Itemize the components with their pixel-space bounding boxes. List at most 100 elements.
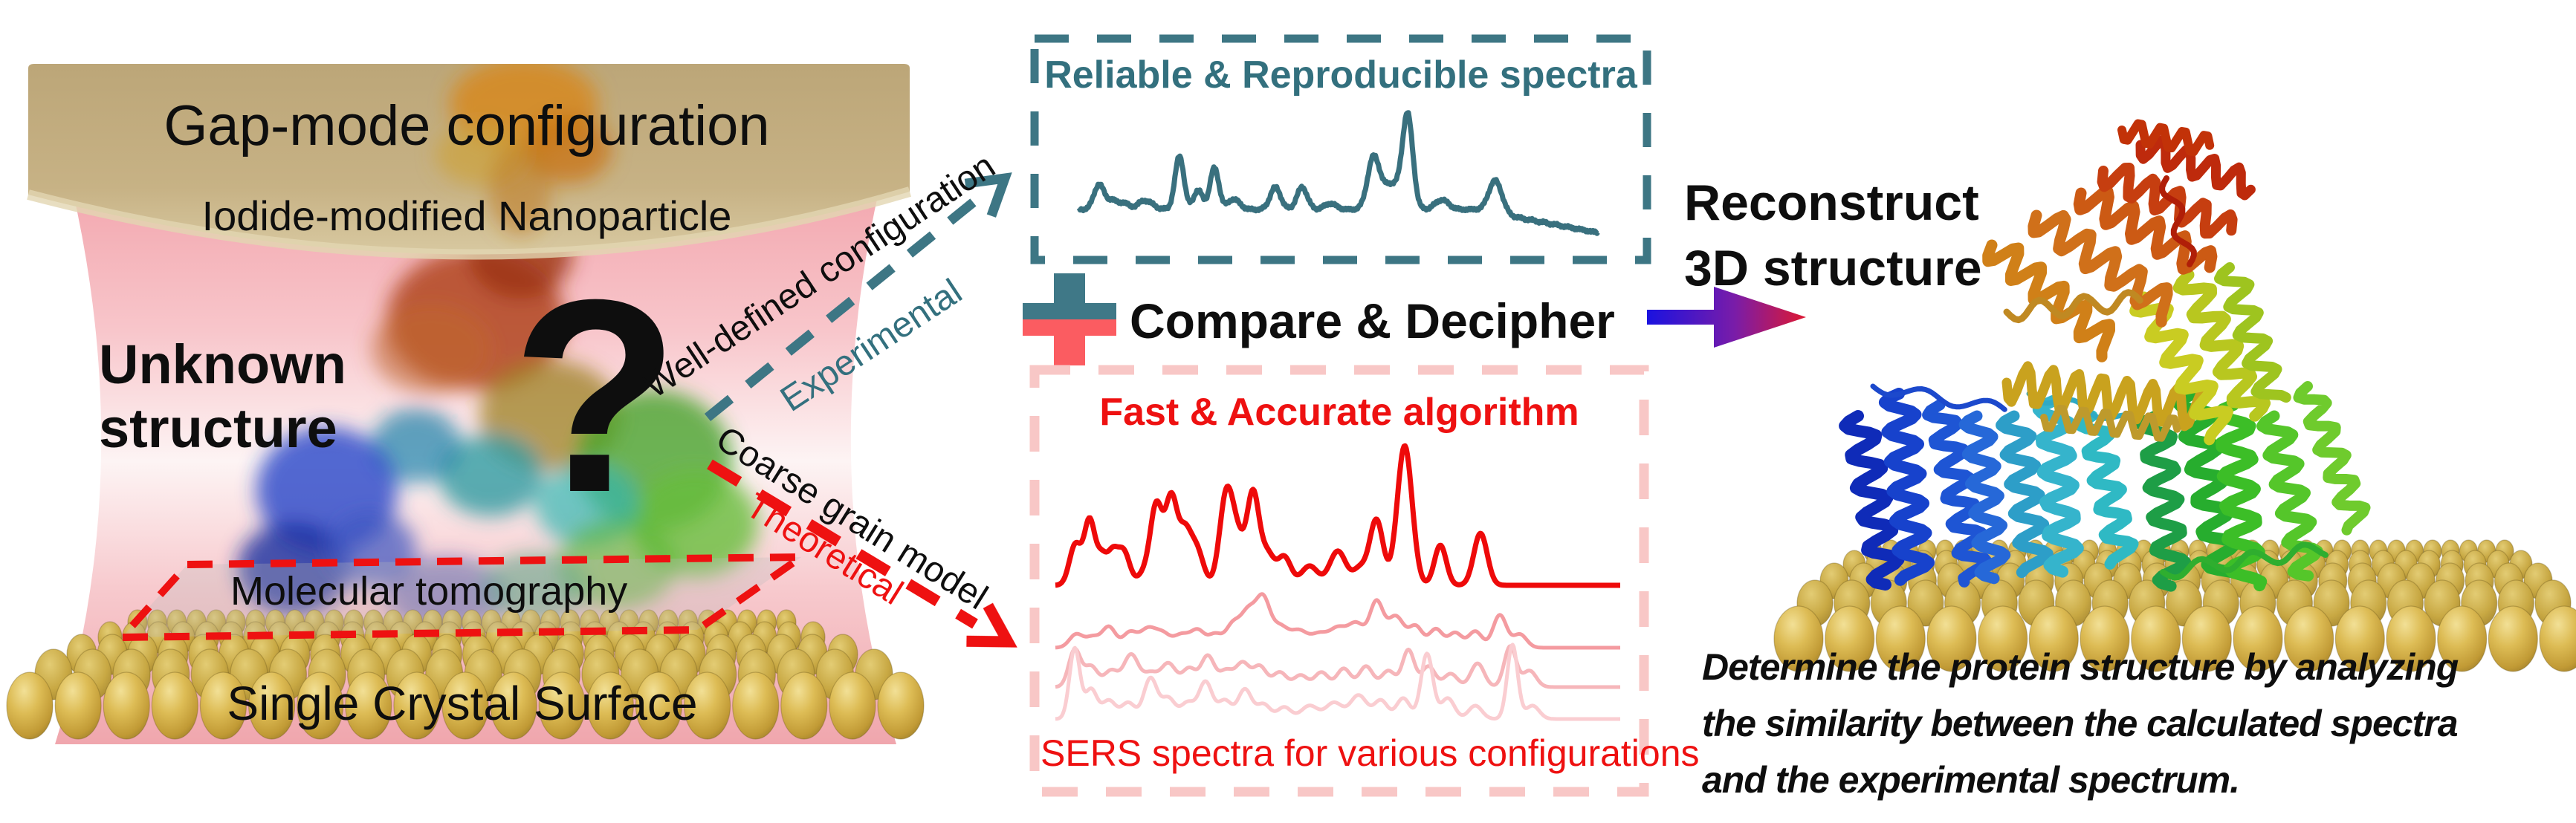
ribbon-helix — [2032, 395, 2084, 578]
ribbon-helix — [1982, 239, 2115, 362]
nanoparticle-dome-rim — [27, 186, 911, 260]
gold-atom — [2437, 605, 2488, 672]
ribbon-helix — [2172, 269, 2271, 422]
ribbon-helix — [1878, 388, 1935, 586]
ribbon-helix — [1996, 410, 2054, 579]
tomography-plane — [113, 553, 814, 642]
ribbon-helix — [2040, 404, 2181, 442]
gold-atom — [490, 671, 537, 740]
blur-blob — [489, 143, 551, 235]
unknown-structure-label-line1: Unknown — [99, 334, 346, 395]
gold-atom — [732, 671, 780, 740]
ribbon-helix — [2001, 361, 2205, 432]
ribbon-helix — [1870, 383, 2007, 412]
experimental-sers-spectrum — [1076, 110, 1600, 236]
calculated-spectrum-4 — [1055, 643, 1621, 721]
blur-blob — [525, 114, 612, 183]
theoretical-arrow — [707, 459, 1017, 648]
blur-blob — [238, 522, 349, 614]
ribbon-helix — [2075, 410, 2139, 570]
ribbon-helix — [2212, 399, 2268, 592]
experimental-box-title: Reliable & Reproducible spectra — [1044, 53, 1637, 97]
theoretical-spectra-box — [1029, 365, 1649, 797]
reconstruct-arrow — [1647, 287, 1806, 348]
gold-atom — [780, 671, 828, 740]
ribbon-helix — [2160, 541, 2329, 581]
gold-atom — [586, 671, 634, 740]
gold-atom — [2539, 605, 2576, 672]
gold-atom — [683, 671, 731, 740]
gold-atom — [199, 671, 247, 740]
gold-atom — [393, 671, 441, 740]
gold-atom — [248, 671, 296, 740]
conclusion-caption-line1: Determine the protein structure by analy… — [1702, 646, 2459, 688]
ribbon-helix — [1958, 410, 2011, 585]
reconstruct-label-line2: 3D structure — [1684, 240, 1982, 296]
conclusion-caption-line3: and the experimental spectrum. — [1702, 759, 2240, 801]
gap-mode-title: Gap-mode configuration — [164, 94, 770, 157]
gold-atom — [151, 671, 198, 740]
ribbon-helix — [2073, 186, 2218, 275]
theoretical-arrow-line — [707, 459, 978, 629]
question-mark: ? — [511, 243, 680, 550]
gold-atom — [345, 671, 392, 740]
gold-atom — [1926, 605, 1977, 672]
reconstruct-arrowhead-icon — [1714, 287, 1806, 348]
gold-atom — [2284, 605, 2334, 672]
gold-atom — [2028, 605, 2079, 672]
ribbon-helix — [1839, 410, 1905, 591]
gold-atom — [2386, 605, 2436, 672]
gold-atom — [54, 671, 102, 740]
conclusion-caption-line2: the similarity between the calculated sp… — [1702, 703, 2458, 744]
reconstruct-arrow-shaft — [1647, 310, 1723, 325]
tomography-label: Molecular tomography — [230, 569, 628, 614]
experimental-box-border — [1030, 34, 1651, 264]
blur-blob — [372, 305, 491, 394]
rainbow-protein-ribbon — [1839, 119, 2371, 592]
plus-bottom-coral — [1023, 319, 1116, 365]
ribbon-helix — [2097, 163, 2238, 239]
unknown-structure-label-line2: structure — [99, 397, 337, 459]
gold-atom — [2181, 605, 2232, 672]
blur-blob — [372, 409, 461, 483]
gold-atom — [441, 671, 489, 740]
compare-decipher-label: Compare & Decipher — [1130, 293, 1615, 348]
reconstruct-label-line1: Reconstruct — [1684, 175, 1979, 231]
blurred-protein-top — [436, 64, 612, 235]
experimental-arrow-line — [704, 198, 977, 422]
experimental-arrow — [704, 172, 1012, 422]
nanoparticle-label: Iodide-modified Nanoparticle — [201, 192, 732, 239]
blur-blob — [438, 435, 543, 516]
gap-mode-panel — [6, 64, 925, 744]
gold-atom — [2488, 605, 2538, 672]
theoretical-box-title: Fast & Accurate algorithm — [1099, 391, 1579, 434]
experimental-spectra-box — [1030, 34, 1651, 264]
calculated-spectrum-3 — [1055, 644, 1621, 689]
ribbon-helix — [2159, 175, 2197, 267]
ribbon-helix — [2135, 410, 2192, 592]
gold-atom — [297, 671, 344, 740]
ribbon-helix — [2214, 262, 2291, 403]
blur-blob — [483, 553, 587, 620]
ribbon-helix — [2293, 381, 2371, 536]
gold-atom — [1825, 605, 1875, 672]
gold-atom — [1978, 605, 2028, 672]
ribbon-helix — [1922, 399, 1993, 588]
gold-atom — [877, 671, 925, 740]
experimental-arrowhead-icon — [964, 172, 1012, 218]
reconstructed-panel — [1773, 119, 2576, 672]
plus-icon — [1023, 273, 1116, 365]
gold-atom — [2334, 605, 2385, 672]
gold-atom — [538, 671, 586, 740]
calculated-spectrum-2 — [1055, 592, 1621, 650]
gold-atom — [103, 671, 150, 740]
theoretical-arrowhead-icon — [966, 602, 1017, 648]
sers-configurations-caption: SERS spectra for various configurations — [1041, 732, 1700, 774]
ribbon-helix — [2117, 119, 2215, 157]
gold-atom — [829, 671, 876, 740]
gold-atom — [1773, 605, 1824, 672]
gold-atom — [6, 671, 54, 740]
blur-blob — [327, 513, 416, 587]
